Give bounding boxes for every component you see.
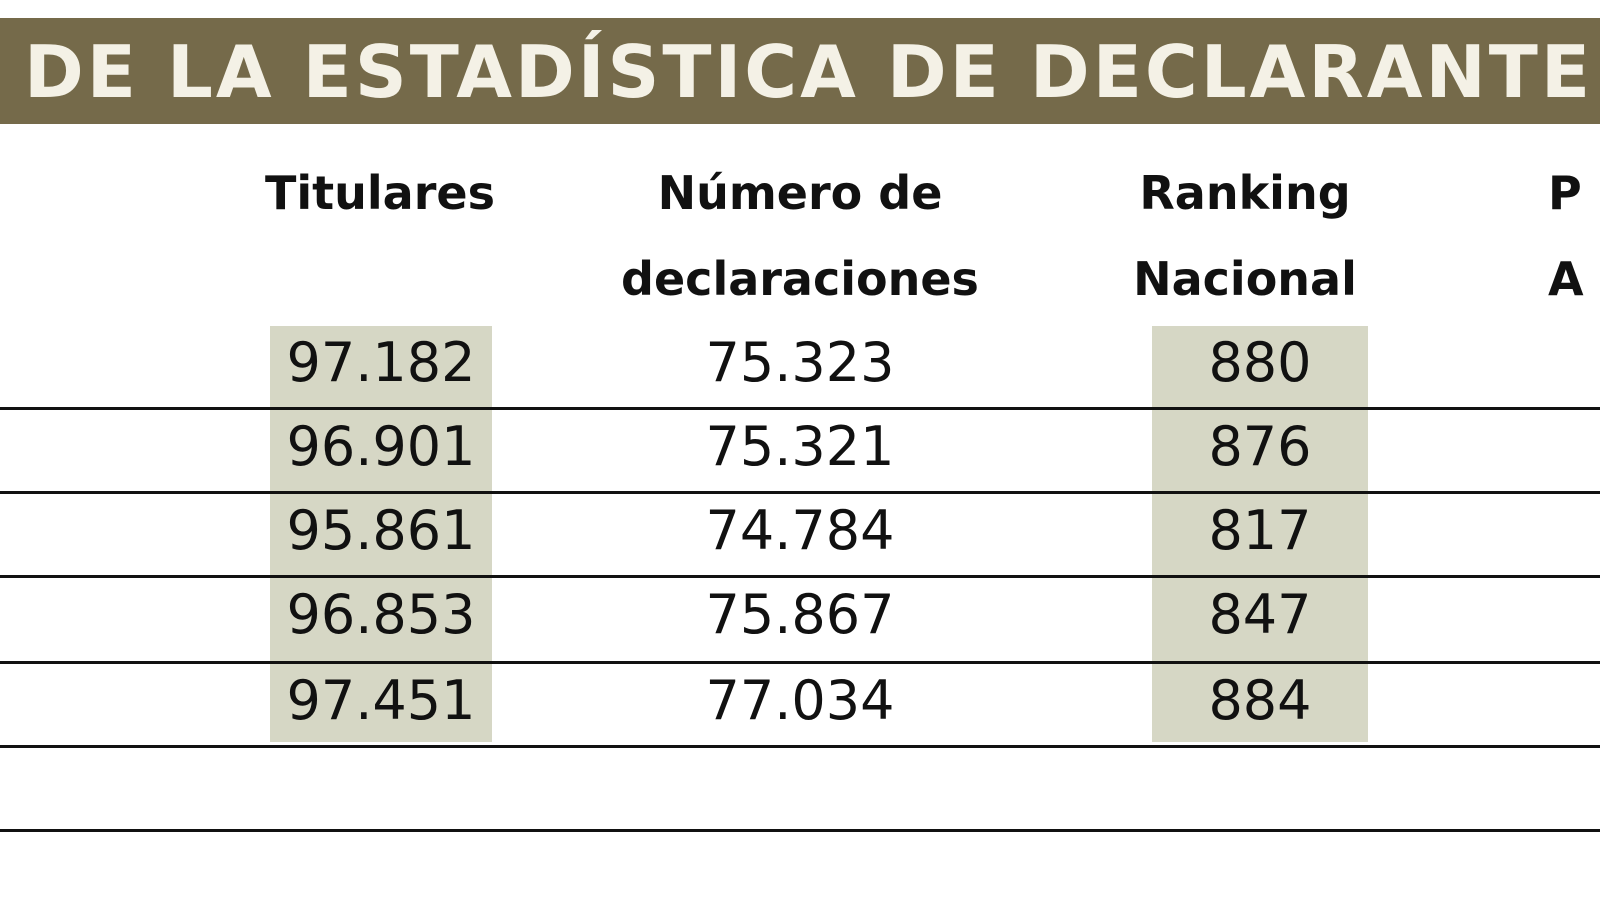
cell-titulares: 95.861 bbox=[286, 499, 476, 562]
row-divider bbox=[0, 575, 1600, 578]
cell-declaraciones: 75.323 bbox=[705, 331, 895, 394]
table-row: 97.451 77.034 884 bbox=[0, 662, 1600, 746]
page-title: DE LA ESTADÍSTICA DE DECLARANTE bbox=[24, 30, 1594, 114]
cell-titulares: 97.451 bbox=[286, 669, 476, 732]
cell-declaraciones: 75.867 bbox=[705, 583, 895, 646]
cell-ranking: 880 bbox=[1208, 331, 1312, 394]
cell-titulares: 97.182 bbox=[286, 331, 476, 394]
cell-ranking: 817 bbox=[1208, 499, 1312, 562]
table-row: 95.861 74.784 817 bbox=[0, 492, 1600, 576]
row-divider bbox=[0, 407, 1600, 410]
titulares-column-highlight bbox=[270, 326, 492, 742]
row-divider bbox=[0, 661, 1600, 664]
row-divider bbox=[0, 745, 1600, 748]
header-ranking-nacional: Ranking Nacional bbox=[1133, 166, 1357, 306]
title-bar: DE LA ESTADÍSTICA DE DECLARANTE bbox=[0, 18, 1600, 124]
header-numero-declaraciones: Número de declaraciones bbox=[621, 166, 979, 306]
cell-declaraciones: 74.784 bbox=[705, 499, 895, 562]
header-titulares: Titulares bbox=[265, 166, 495, 220]
ranking-column-highlight bbox=[1152, 326, 1368, 742]
row-divider bbox=[0, 829, 1600, 832]
cell-titulares: 96.901 bbox=[286, 415, 476, 478]
table-row: 96.853 75.867 847 bbox=[0, 576, 1600, 660]
table-row: 97.182 75.323 880 bbox=[0, 324, 1600, 408]
table-row: 96.901 75.321 876 bbox=[0, 408, 1600, 492]
header-partial-column: P A bbox=[1548, 166, 1584, 306]
cell-declaraciones: 75.321 bbox=[705, 415, 895, 478]
cell-ranking: 876 bbox=[1208, 415, 1312, 478]
cell-declaraciones: 77.034 bbox=[705, 669, 895, 732]
cell-titulares: 96.853 bbox=[286, 583, 476, 646]
cell-ranking: 884 bbox=[1208, 669, 1312, 732]
row-divider bbox=[0, 491, 1600, 494]
cell-ranking: 847 bbox=[1208, 583, 1312, 646]
